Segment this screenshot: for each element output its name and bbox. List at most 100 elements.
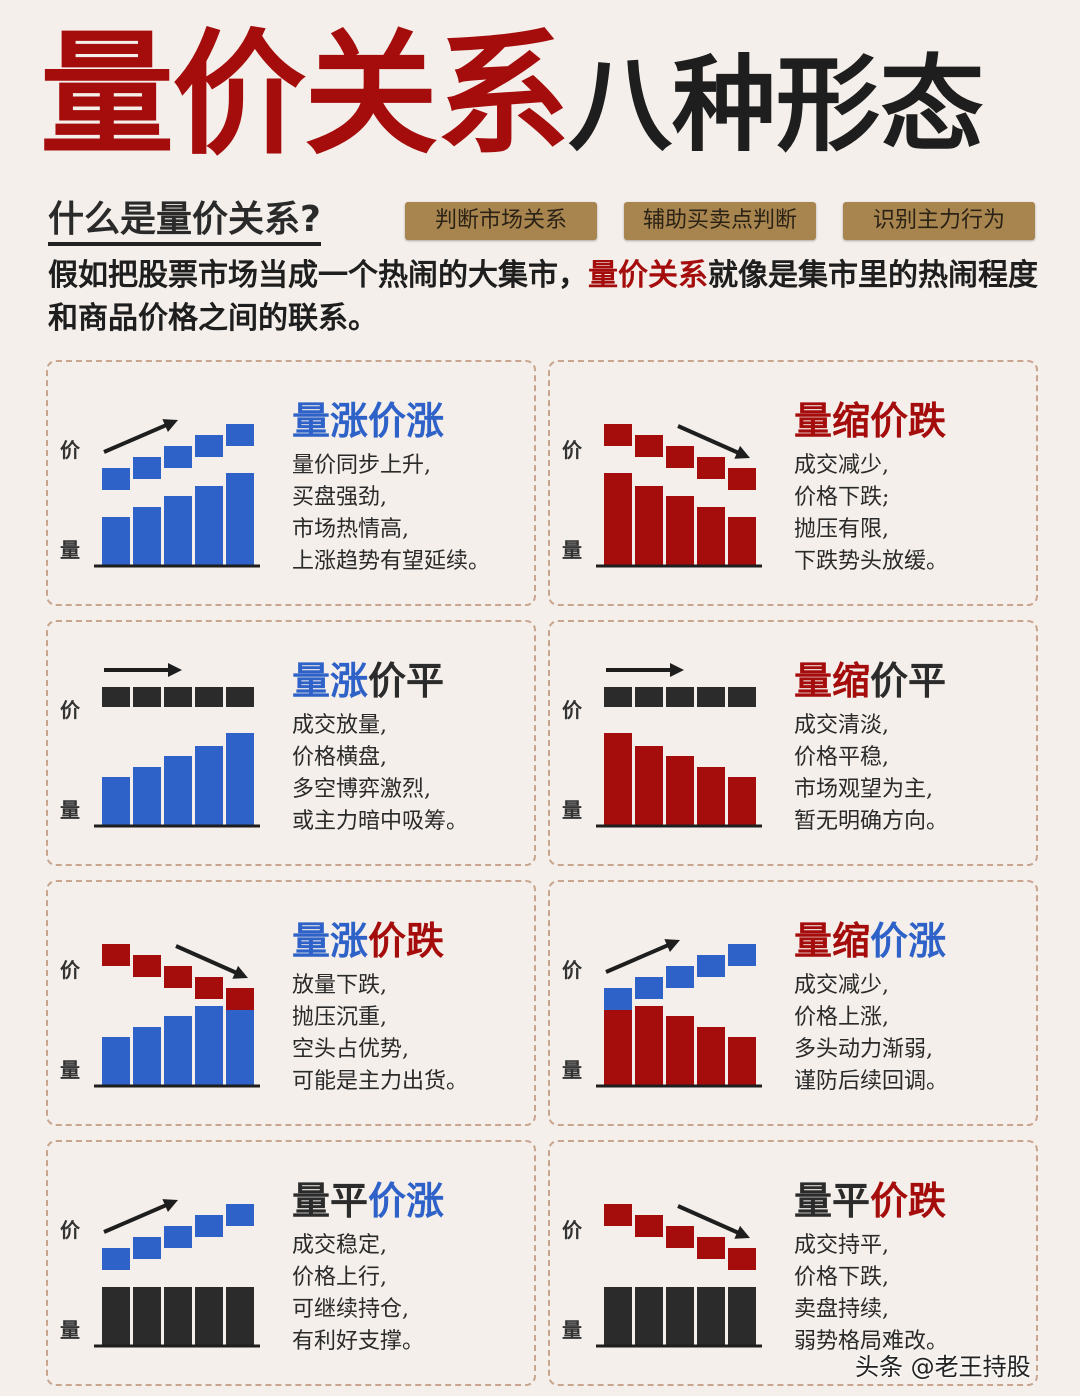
mini-chart [94,663,260,828]
price-label: 价 [60,698,80,722]
description-line: 有利好支撑。 [292,1329,425,1354]
volume-bar [195,746,223,825]
description-line: 多头动力渐弱, [794,1037,933,1062]
arrow-head-icon [162,1199,178,1212]
volume-bar [133,1027,161,1085]
tag-main-force: 识别主力行为 [843,202,1035,240]
trend-arrow [175,944,242,977]
volume-bar [728,1037,756,1085]
price-block [133,457,161,479]
volume-label: 量 [562,538,582,562]
price-block [164,966,192,988]
card-title: 量缩价涨 [794,910,946,965]
pattern-card: 价量 量涨价平 成交放量, 价格横盘, 多空博弈激烈, 或主力暗中吸筹。 [46,620,536,866]
volume-label: 量 [60,538,80,562]
mini-chart [596,939,762,1088]
price-label: 价 [562,698,582,722]
price-block [226,988,254,1010]
price-block [728,944,756,966]
intro-highlight: 量价关系 [588,258,708,293]
card-title: 量涨价跌 [292,910,444,965]
intro-text-2: 就像是集市里的热闹程度和商品价格之间的联系。 [48,258,1038,336]
card-description: 成交减少, 价格下跌; 抛压有限, 下跌势头放缓。 [794,450,948,578]
intro-paragraph: 假如把股票市场当成一个热闹的大集市，量价关系就像是集市里的热闹程度和商品价格之间… [48,254,1048,340]
price-block [164,1226,192,1248]
tag-trade-point: 辅助买卖点判断 [624,202,816,240]
arrow-head-icon [734,445,750,459]
mini-chart [94,1199,260,1348]
card-title-part: 价跌 [368,919,445,963]
price-block [697,955,725,977]
card-title-part: 量涨价涨 [292,399,445,443]
volume-bar [604,1287,632,1345]
volume-bar [102,1287,130,1345]
price-block [666,966,694,988]
volume-label: 量 [60,1058,80,1082]
description-line: 价格上涨, [794,1005,889,1030]
price-block [102,944,130,966]
pattern-card: 价量 量涨价跌 放量下跌, 抛压沉重, 空头占优势, 可能是主力出货。 [46,880,536,1126]
card-title: 量缩价平 [794,650,946,705]
description-line: 价格下跌; [794,485,890,510]
volume-label: 量 [562,1318,582,1342]
price-block [102,1248,130,1270]
pattern-card: 价量 量涨价涨 量价同步上升, 买盘强劲, 市场热情高, 上涨趋势有望延续。 [46,360,536,606]
volume-bar [133,767,161,825]
description-line: 价格横盘, [292,745,387,770]
volume-bar [133,1287,161,1345]
volume-bar [728,1287,756,1345]
volume-label: 量 [60,1318,80,1342]
description-line: 上涨趋势有望延续。 [292,549,491,574]
description-line: 市场热情高, [292,517,409,542]
volume-bar [697,1287,725,1345]
description-line: 下跌势头放缓。 [794,549,949,574]
price-block [635,977,663,999]
volume-label: 量 [562,798,582,822]
volume-bar [133,507,161,565]
volume-bar [666,496,694,565]
card-description: 成交减少, 价格上涨, 多头动力渐弱, 谨防后续回调。 [794,970,948,1098]
description-line: 价格下跌, [794,1265,889,1290]
price-block [697,1237,725,1259]
volume-bar [195,1287,223,1345]
arrow-head-icon [664,939,680,952]
volume-bar [195,1006,223,1085]
card-description: 放量下跌, 抛压沉重, 空头占优势, 可能是主力出货。 [292,970,468,1098]
volume-bar [195,486,223,565]
price-block [102,687,130,707]
description-line: 卖盘持续, [794,1297,889,1322]
price-label: 价 [562,438,582,462]
price-block [102,468,130,490]
description-line: 成交清淡, [794,713,889,738]
price-block [728,468,756,490]
price-block [666,687,694,707]
description-line: 暂无明确方向。 [794,809,949,834]
description-line: 成交减少, [794,453,889,478]
pattern-card: 价量 量平价跌 成交持平, 价格下跌, 卖盘持续, 弱势格局难改。 [548,1140,1038,1386]
arrow-head-icon [670,663,684,677]
price-block [164,687,192,707]
mini-chart [596,663,762,828]
price-block [604,1204,632,1226]
price-block [635,1215,663,1237]
volume-bar [697,1027,725,1085]
price-block [697,457,725,479]
description-line: 弱势格局难改。 [794,1329,949,1354]
price-block [728,1248,756,1270]
price-block [728,687,756,707]
description-line: 价格上行, [292,1265,387,1290]
price-block [164,446,192,468]
volume-bar [666,756,694,825]
price-label: 价 [562,1218,582,1242]
price-block [604,687,632,707]
description-line: 市场观望为主, [794,777,933,802]
description-line: 抛压沉重, [292,1005,387,1030]
volume-bar [697,767,725,825]
volume-bar [697,507,725,565]
card-title: 量涨价涨 [292,390,444,445]
card-title-part: 量平 [292,1179,369,1223]
card-title-part: 量缩价跌 [794,399,947,443]
trend-arrow [605,941,674,974]
volume-label: 量 [60,798,80,822]
price-block [133,955,161,977]
